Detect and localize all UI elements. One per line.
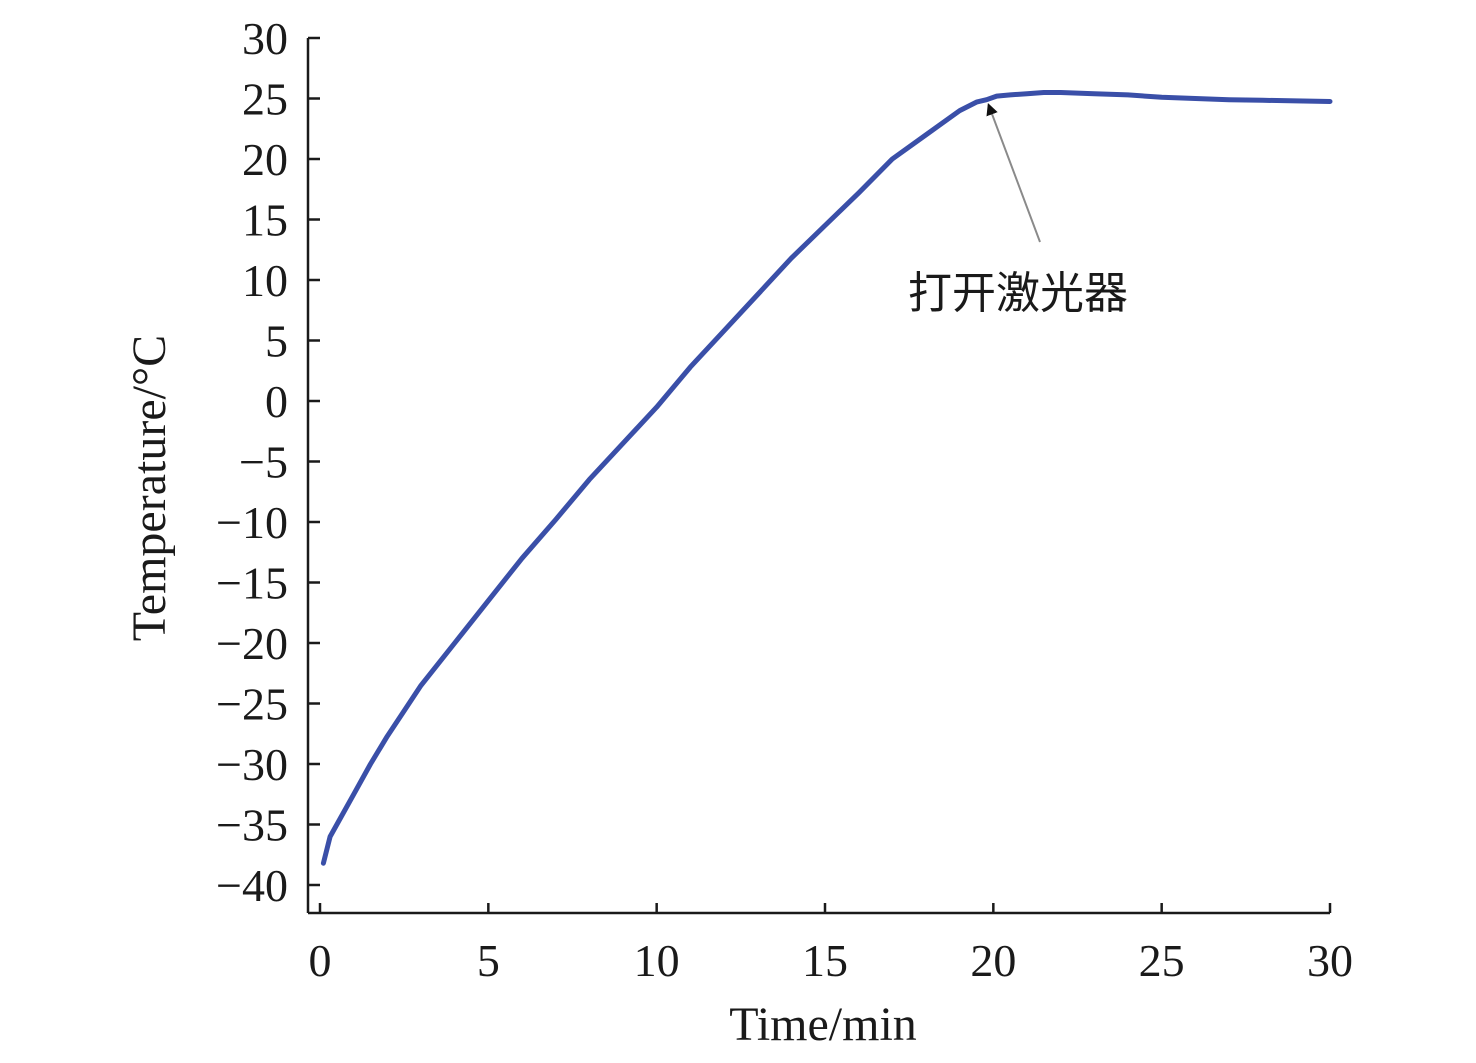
y-tick-label: 25 <box>242 74 288 125</box>
y-tick-label: 10 <box>242 255 288 306</box>
axes <box>306 38 1330 915</box>
y-tick-label: −15 <box>216 558 288 609</box>
y-tick-label: −5 <box>239 437 288 488</box>
x-tick-label: 30 <box>1307 935 1353 986</box>
y-tick-label: −20 <box>216 618 288 669</box>
x-tick-label: 20 <box>970 935 1016 986</box>
annotation-arrow <box>986 103 1041 243</box>
x-tick-label: 5 <box>477 935 500 986</box>
x-tick-label: 15 <box>802 935 848 986</box>
x-tick-label: 25 <box>1139 935 1185 986</box>
x-tick-label: 10 <box>634 935 680 986</box>
y-tick-label: −30 <box>216 739 288 790</box>
x-tick-label: 0 <box>309 935 332 986</box>
y-tick-label: 5 <box>265 316 288 367</box>
y-tick-label: −35 <box>216 800 288 851</box>
annotation-label: 打开激光器 <box>908 268 1128 319</box>
y-axis-ticks: 30 25 20 15 10 5 0 −5 −10 −15 −20 −25 −30 −35 −40 <box>216 13 320 911</box>
x-axis-ticks: 0 5 10 15 20 25 30 <box>309 903 1353 986</box>
y-axis-title: Temperature/°C <box>123 335 176 641</box>
x-axis-title: Time/min <box>729 998 917 1051</box>
y-tick-label: 0 <box>265 376 288 427</box>
y-tick-label: −25 <box>216 679 288 730</box>
y-tick-label: 20 <box>242 134 288 185</box>
series-layer <box>320 90 1333 866</box>
y-tick-label: 15 <box>242 195 288 246</box>
y-tick-label: 30 <box>242 13 288 64</box>
series-line <box>320 90 1333 866</box>
y-tick-label: −40 <box>216 860 288 911</box>
annotation-layer: 打开激光器 <box>908 103 1128 319</box>
y-tick-label: −10 <box>216 497 288 548</box>
